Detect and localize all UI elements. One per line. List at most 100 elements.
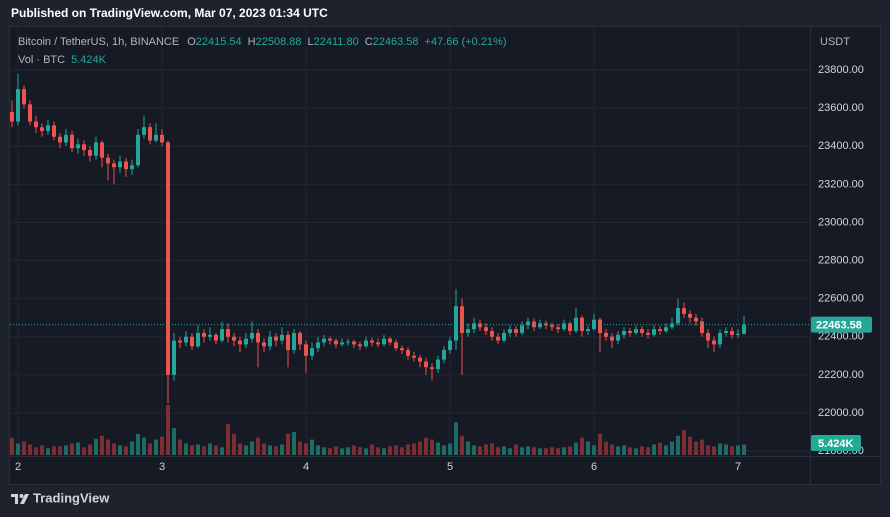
candle-body	[706, 332, 710, 341]
x-tick-label: 7	[735, 461, 741, 473]
volume-bar	[604, 441, 608, 455]
volume-bar	[214, 445, 218, 455]
volume-bar	[682, 430, 686, 455]
candle-body	[562, 323, 566, 330]
volume-bar	[106, 439, 110, 455]
legend-value: 22508.88	[256, 36, 302, 48]
candle-body	[196, 332, 200, 347]
candle-body	[76, 144, 80, 149]
volume-bar	[442, 445, 446, 455]
candle-body	[544, 323, 548, 326]
volume-bar	[250, 441, 254, 455]
candle-body	[610, 336, 614, 341]
volume-bar	[364, 448, 368, 455]
candle-body	[334, 340, 338, 345]
volume-bar	[340, 448, 344, 455]
header: Published on TradingView.com, Mar 07, 20…	[11, 6, 328, 20]
volume-bar	[142, 437, 146, 455]
legend-key: O	[187, 36, 196, 48]
volume-bar	[172, 428, 176, 455]
y-tick-label: 22200.00	[818, 369, 864, 381]
candle-body	[454, 306, 458, 341]
candle-body	[232, 336, 236, 341]
volume-bar	[664, 445, 668, 455]
volume-bar	[244, 445, 248, 455]
volume-pane	[10, 405, 746, 455]
candle-body	[286, 334, 290, 351]
volume-bar	[472, 445, 476, 455]
candle-body	[304, 344, 308, 356]
candle-body	[52, 125, 56, 137]
volume-bar	[508, 448, 512, 455]
volume-bar	[646, 447, 650, 455]
candle-body	[478, 323, 482, 328]
candle-body	[280, 334, 284, 341]
volume-bar	[592, 445, 596, 455]
candle-body	[406, 350, 410, 356]
volume-bar	[688, 436, 692, 455]
volume-bar	[448, 443, 452, 455]
volume-bar	[46, 448, 50, 455]
candle-body	[694, 317, 698, 322]
volume-bar	[706, 445, 710, 455]
candle-body	[160, 134, 164, 143]
volume-bar	[598, 433, 602, 455]
axes: 21800.0022000.0022200.0022400.0022600.00…	[10, 64, 872, 473]
volume-bar	[286, 433, 290, 455]
volume-bar	[16, 443, 20, 455]
x-tick-label: 5	[447, 461, 453, 473]
volume-bar	[94, 438, 98, 455]
volume-bar	[82, 447, 86, 455]
candle-body	[388, 338, 392, 343]
volume-bar	[562, 447, 566, 455]
volume-bar	[232, 433, 236, 455]
volume-bar	[736, 445, 740, 455]
volume-bar	[256, 437, 260, 455]
candle-body	[382, 338, 386, 345]
candle-body	[124, 161, 128, 170]
volume-bar	[148, 443, 152, 455]
volume-bar	[334, 446, 338, 455]
volume-bar	[58, 446, 62, 455]
volume-bar	[160, 436, 164, 455]
candle-body	[28, 104, 32, 122]
candle-body	[652, 329, 656, 335]
candle-body	[358, 344, 362, 347]
legend-key: C	[365, 36, 373, 48]
volume-bar	[670, 441, 674, 455]
volume-bar	[568, 446, 572, 455]
volume-bar	[202, 446, 206, 455]
volume-bar	[280, 444, 284, 455]
last-price-box	[811, 316, 872, 333]
candle-body	[520, 325, 524, 333]
volume-bar	[712, 446, 716, 455]
candle-body	[736, 333, 740, 335]
symbol-legend: Bitcoin / TetherUS, 1h, BINANCE O22415.54…	[18, 36, 507, 48]
candle-body	[190, 336, 194, 347]
candle-body	[202, 332, 206, 337]
candle-body	[316, 342, 320, 349]
candle-body	[514, 329, 518, 333]
volume-bar	[40, 445, 44, 455]
volume-bar	[502, 446, 506, 455]
candle-body	[10, 111, 14, 122]
volume-bar	[52, 446, 56, 455]
candle-body	[214, 334, 218, 341]
volume-bar	[514, 444, 518, 455]
candle-body	[526, 321, 530, 326]
x-tick-label: 2	[15, 461, 21, 473]
candle-body	[400, 348, 404, 351]
candle-body	[250, 332, 254, 339]
volume-bar	[424, 437, 428, 455]
last-price-label: 22463.58	[816, 320, 862, 332]
volume-bar	[28, 444, 32, 455]
candle-body	[556, 327, 560, 330]
candle-body	[118, 161, 122, 168]
volume-bar	[262, 443, 266, 455]
candle-body	[274, 336, 278, 341]
candle-body	[94, 142, 98, 156]
candle-body	[604, 332, 608, 337]
legend-value: 22415.54	[196, 36, 242, 48]
volume-bar	[436, 442, 440, 455]
x-tick-label: 3	[159, 461, 165, 473]
